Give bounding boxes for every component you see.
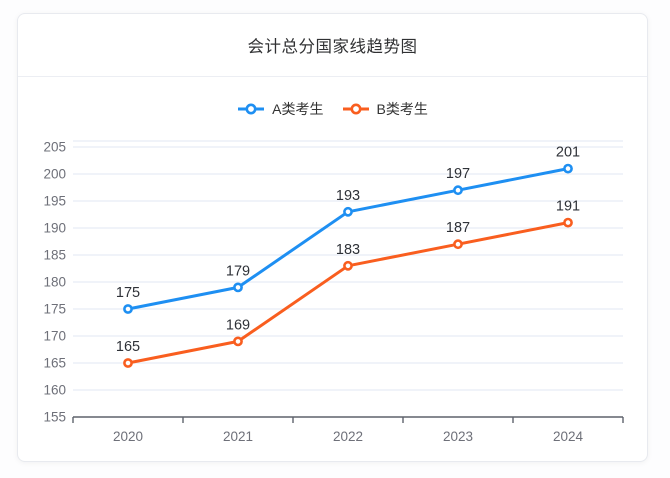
y-axis-label-175: 175 [43,302,66,317]
data-point-1-2023 [453,239,463,250]
card-body: A类考生 B类考生 155 160 165 170 175 180 185 190 195 200… [18,99,647,459]
card-header: 会计总分国家线趋势图 [18,14,647,77]
data-point-label: 197 [446,166,470,182]
y-axis-label-195: 195 [43,194,66,209]
data-point-label: 201 [556,145,580,161]
line-series-a-icon [238,103,265,115]
legend-item-a[interactable]: A类考生 [237,99,324,119]
chart-card: 会计总分国家线趋势图 A类考生 B类考生 155 160 165 170 175 180 1… [17,13,648,462]
y-axis-label-205: 205 [43,140,66,155]
legend-label-a: A类考生 [272,101,324,117]
y-axis-label-165: 165 [43,356,66,371]
x-axis-label-2024: 2024 [553,429,584,444]
data-point-label: 193 [336,188,360,204]
data-point-1-2021 [233,336,243,347]
data-point-label: 187 [446,220,470,236]
data-point-0-2022 [343,206,353,217]
data-point-label: 179 [226,263,250,279]
line-series-b-icon [342,103,369,115]
x-axis-label-2022: 2022 [333,429,363,444]
chart-title: 会计总分国家线趋势图 [247,38,418,56]
data-point-0-2023 [453,185,463,196]
x-axis-label-2023: 2023 [443,429,473,444]
y-axis-label-200: 200 [43,167,66,182]
data-point-label: 165 [116,339,140,355]
data-point-1-2022 [343,260,353,271]
data-point-0-2021 [233,282,243,293]
legend-label-b: B类考生 [376,101,428,117]
legend-item-b[interactable]: B类考生 [342,99,428,119]
data-point-0-2024 [563,163,573,174]
data-point-1-2020 [123,358,133,368]
data-point-label: 191 [556,199,580,215]
trend-line-chart: 155 160 165 170 175 180 185 190 195 200 205 2020 202… [43,140,624,444]
y-axis-label-185: 185 [43,248,66,263]
chart-legend: A类考生 B类考生 [18,99,647,119]
y-axis-label-170: 170 [43,329,66,344]
data-point-0-2020 [123,304,133,314]
data-point-label: 183 [336,242,360,258]
data-point-label: 169 [226,317,250,333]
y-axis-label-155: 155 [43,410,66,425]
x-axis-label-2020: 2020 [113,429,143,444]
data-point-1-2024 [563,217,573,228]
y-axis-label-180: 180 [43,275,66,290]
y-axis-label-190: 190 [43,221,66,236]
y-axis-label-160: 160 [43,383,66,398]
data-point-label: 175 [116,285,140,301]
x-axis-label-2021: 2021 [223,429,253,444]
